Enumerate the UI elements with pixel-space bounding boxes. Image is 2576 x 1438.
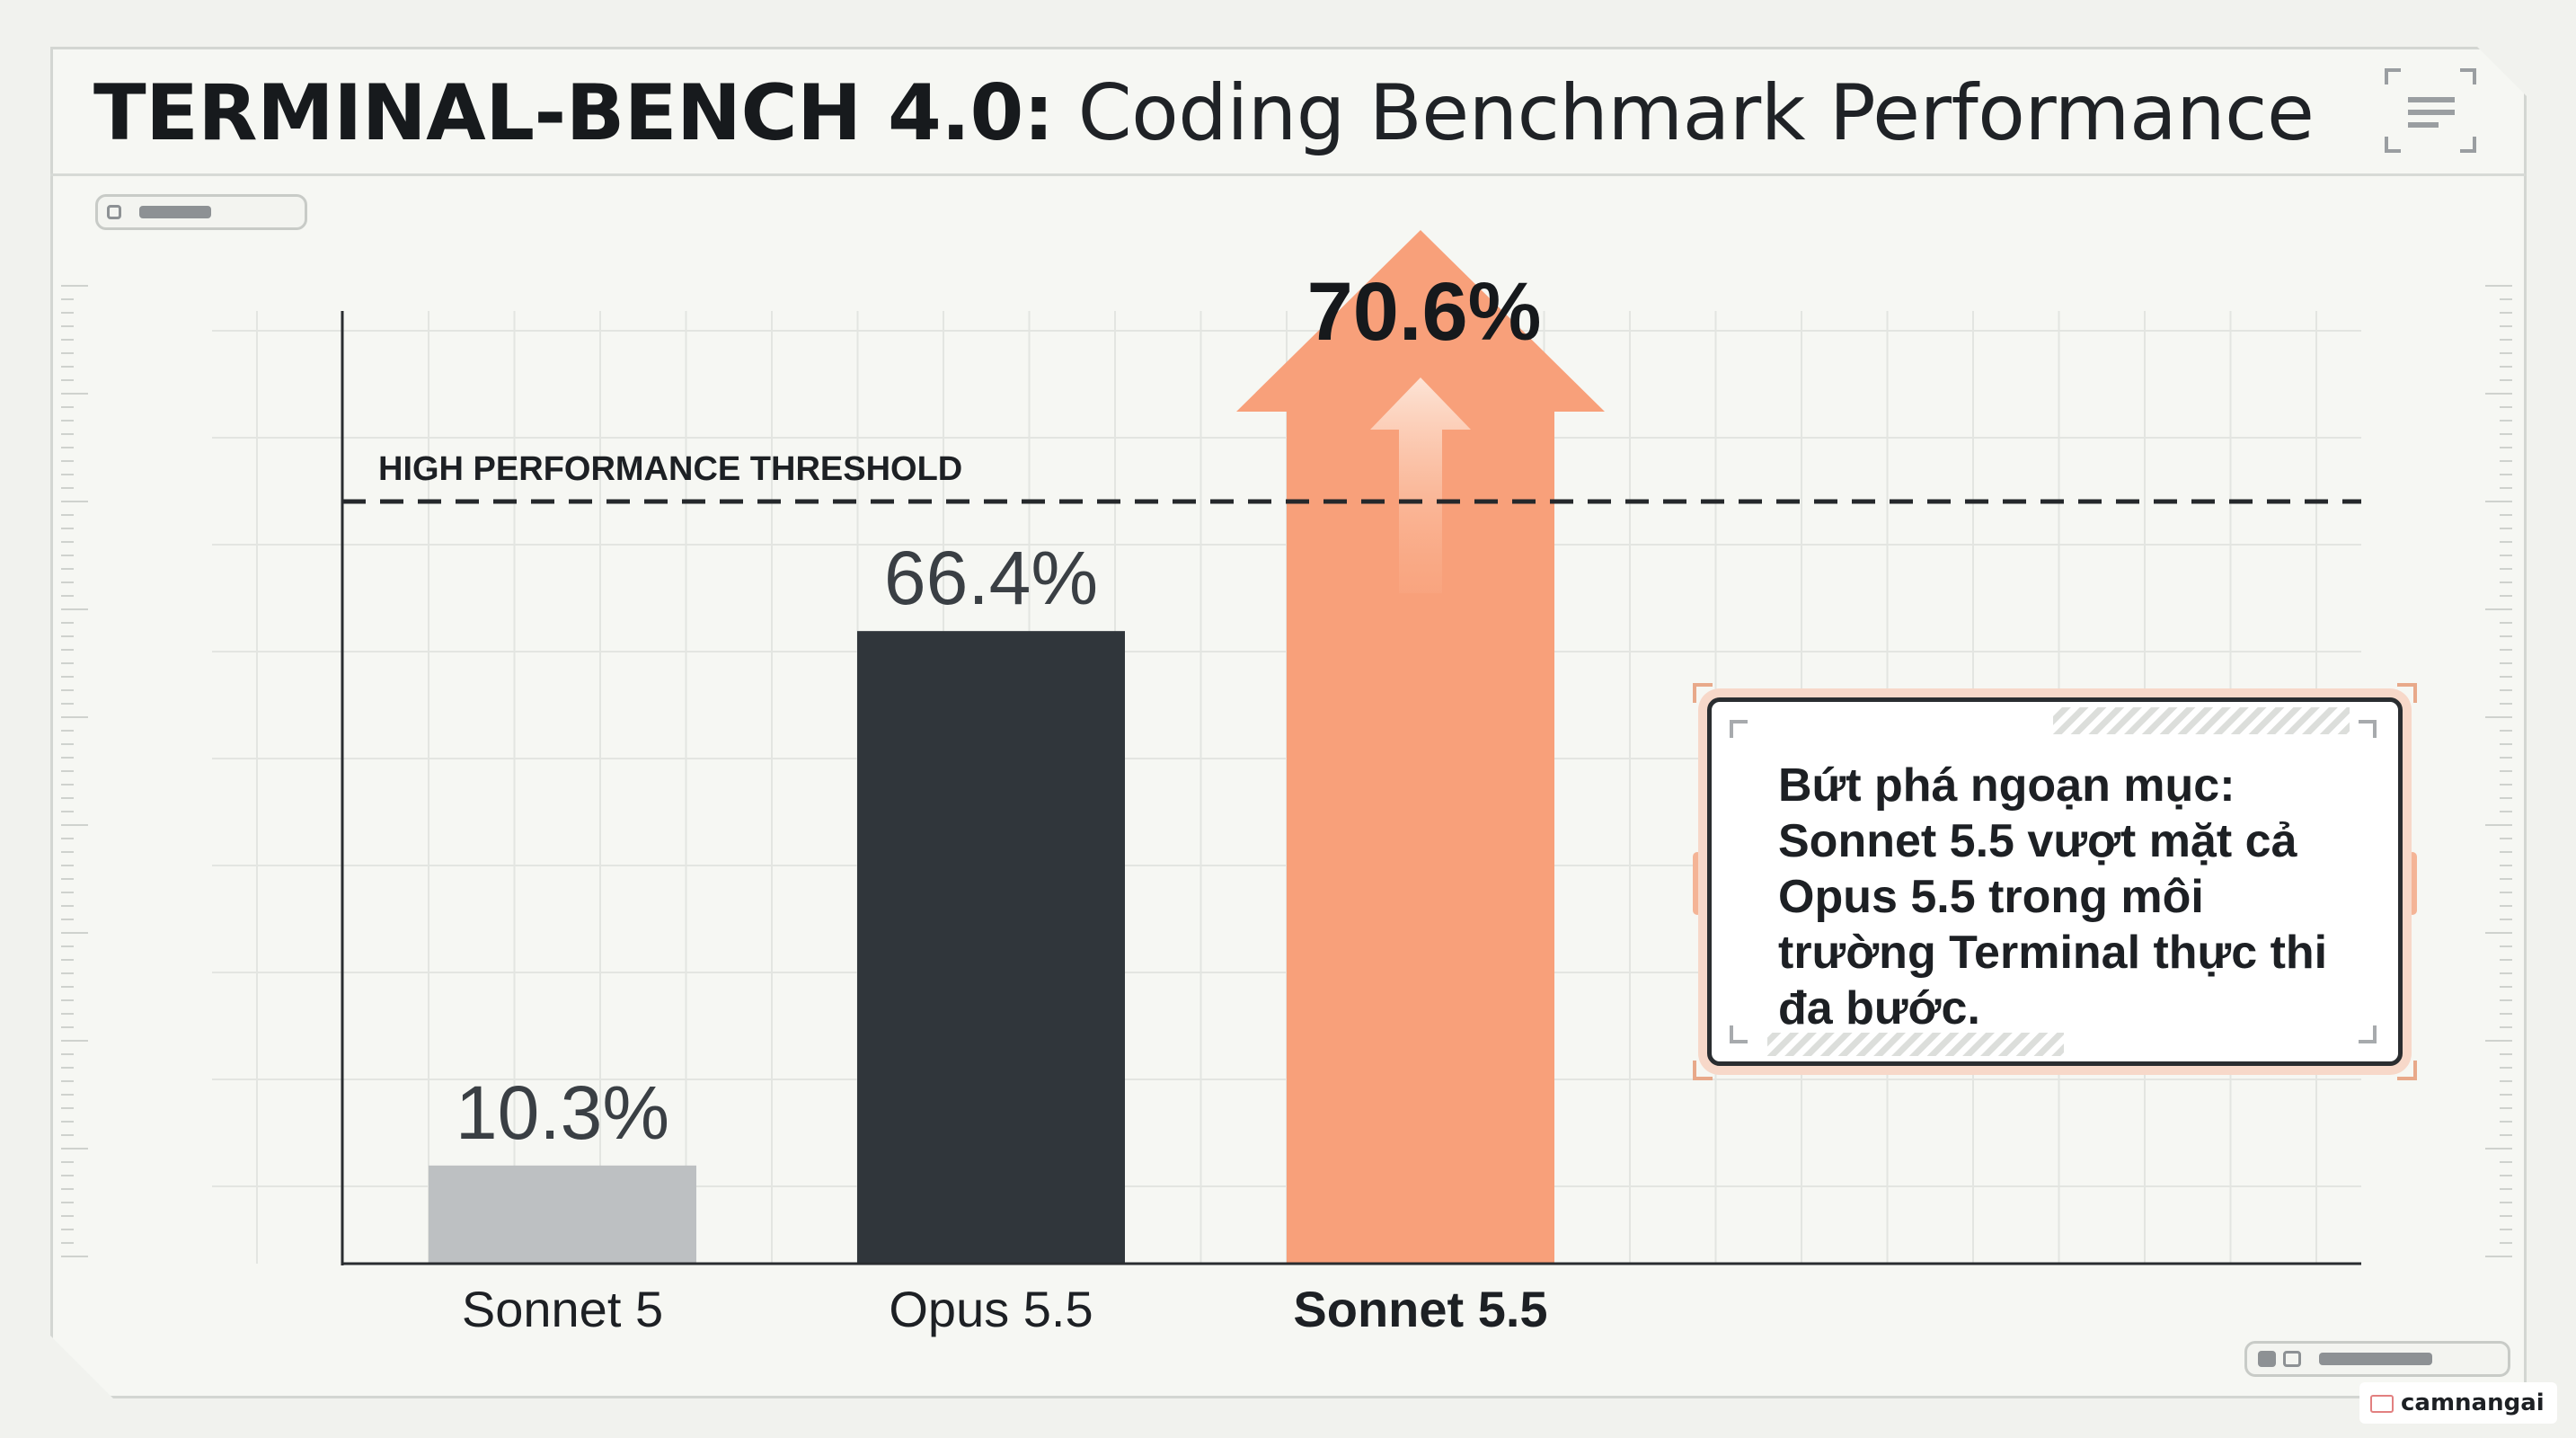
category-label: Sonnet 5.5 (1293, 1281, 1547, 1337)
side-ruler-ticks (61, 285, 2512, 1257)
category-label: Sonnet 5 (462, 1281, 663, 1337)
callout-line: Bứt phá ngoạn mục: (1778, 759, 2235, 812)
bar (857, 631, 1125, 1264)
callout-decoration (1730, 707, 2377, 1056)
callout-corner-brackets (1693, 683, 2417, 1080)
value-label: 66.4% (884, 536, 1098, 620)
value-label: 10.3% (456, 1070, 669, 1155)
callout-text: Bứt phá ngoạn mục: Sonnet 5.5 vượt mặt c… (1778, 758, 2353, 1036)
callout-box: Bứt phá ngoạn mục: Sonnet 5.5 vượt mặt c… (1691, 681, 2419, 1082)
highlight-arrow-bar (1236, 230, 1605, 1264)
bar (429, 1165, 696, 1264)
callout-line: Opus 5.5 trong môi (1778, 871, 2204, 923)
bottom-right-indicator (2244, 1341, 2510, 1377)
top-left-indicator (95, 194, 307, 230)
book-icon (2370, 1394, 2394, 1413)
callout-line: trường Terminal thực thi (1778, 927, 2328, 979)
watermark-text: camnangai (2401, 1389, 2545, 1416)
watermark: camnangai (2359, 1382, 2557, 1424)
callout-line: đa bước. (1778, 982, 1980, 1034)
menu-icon[interactable] (2385, 68, 2476, 153)
title-bold: TERMINAL-BENCH 4.0: (93, 68, 1054, 158)
threshold-label: HIGH PERFORMANCE THRESHOLD (378, 450, 962, 488)
title-regular: Coding Benchmark Performance (1077, 68, 2315, 158)
inner-arrow (1370, 377, 1471, 593)
page-title: TERMINAL-BENCH 4.0: Coding Benchmark Per… (93, 59, 2315, 167)
category-label: Opus 5.5 (889, 1281, 1093, 1337)
header-divider (50, 173, 2526, 176)
callout-line: Sonnet 5.5 vượt mặt cả (1778, 815, 2297, 867)
value-label-highlight: 70.6% (1307, 266, 1542, 358)
callout-panel: Bứt phá ngoạn mục: Sonnet 5.5 vượt mặt c… (1707, 697, 2403, 1066)
